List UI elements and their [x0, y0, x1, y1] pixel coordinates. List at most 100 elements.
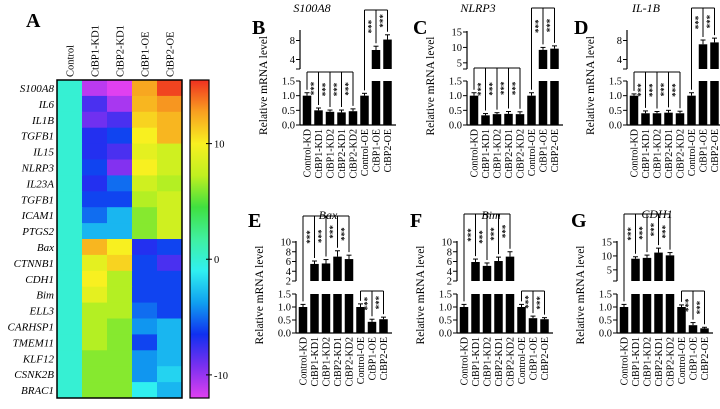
y-tick-label: 15 — [602, 238, 613, 249]
x-tick-label: CtBP2-KD2 — [349, 129, 360, 178]
x-tick-label: CtBP1-OE — [699, 129, 710, 172]
bar-lower — [698, 81, 708, 125]
significance-stars: *** — [363, 296, 373, 310]
significance-stars: *** — [501, 224, 511, 238]
bar — [619, 303, 629, 333]
heatmap-cell — [132, 382, 158, 399]
bar — [356, 303, 365, 333]
bar — [517, 303, 526, 333]
significance-stars: *** — [626, 227, 636, 241]
bar-lower — [325, 111, 335, 125]
heatmap-row-label: IL15 — [32, 147, 54, 159]
y-tick-label: 0.5 — [282, 106, 295, 117]
heatmap-cell — [82, 350, 108, 367]
bar — [459, 303, 469, 333]
y-tick-label: 2 — [447, 277, 452, 288]
y-tick-label: 2 — [286, 277, 291, 288]
x-tick-label: CtBP1-KD1 — [310, 337, 321, 386]
significance-stars: *** — [535, 296, 545, 310]
y-tick-label: 1.0 — [609, 91, 622, 102]
x-tick-label: CtBP1-KD2 — [493, 129, 504, 178]
bar-lower — [631, 294, 640, 333]
bar — [698, 39, 708, 125]
x-tick-label: Control-KD — [303, 129, 314, 177]
bar — [629, 93, 639, 125]
bar-lower — [337, 112, 346, 125]
bar — [383, 34, 392, 125]
bar-lower — [379, 319, 388, 333]
colorbar-tick-label: -10 — [214, 371, 228, 382]
bar-upper — [698, 44, 708, 69]
bar-lower — [540, 319, 549, 333]
x-tick-label: CtBP1-KD2 — [653, 129, 664, 178]
y-tick-label: 0.0 — [439, 329, 452, 340]
heatmap-cell — [82, 80, 108, 97]
heatmap-cell — [82, 127, 108, 145]
bar-upper — [494, 261, 503, 281]
heatmap-cell — [132, 254, 158, 272]
significance-bracket: *** *** *** *** — [623, 213, 671, 302]
x-tick-label: CtBP2-KD2 — [516, 129, 527, 178]
y-tick-label: 10 — [442, 238, 453, 249]
heatmap-cell — [132, 159, 158, 176]
x-tick-label: CtBP1-KD1 — [314, 129, 325, 178]
x-tick-label: Control-KD — [630, 129, 641, 177]
y-tick-label: 1.5 — [439, 290, 452, 301]
x-tick-label: CtBP2-OE — [710, 129, 720, 172]
bar — [664, 109, 673, 125]
bar-upper — [710, 42, 719, 69]
significance-stars: *** — [309, 81, 319, 95]
heatmap-cell — [57, 254, 83, 272]
heatmap-cell — [132, 334, 158, 351]
heatmap-cell — [57, 318, 83, 335]
bar-lower — [538, 81, 548, 125]
heatmap-cell — [132, 207, 158, 224]
heatmap-cell — [107, 223, 133, 240]
significance-bracket: *** *** *** *** — [463, 213, 511, 302]
bar-lower — [333, 294, 342, 333]
heatmap-row-label: IL1B — [31, 115, 54, 127]
bar-lower — [505, 294, 515, 333]
heatmap-column-label: CtBP1-OE — [141, 31, 152, 77]
panel-label: D — [574, 17, 588, 39]
heatmap-cell — [132, 223, 158, 240]
x-tick-label: CtBP1-KD1 — [641, 129, 652, 178]
bar-lower — [367, 321, 377, 333]
significance-stars: *** — [705, 14, 715, 28]
x-tick-label: CtBP1-KD1 — [481, 129, 492, 178]
x-tick-label: Control-OE — [517, 337, 528, 384]
heatmap-cell — [157, 302, 183, 319]
y-tick-label: 1.0 — [282, 91, 295, 102]
significance-stars: *** — [511, 81, 521, 95]
y-tick-label: 0.0 — [599, 329, 612, 340]
y-tick-label: 1.5 — [278, 290, 291, 301]
x-tick-label: Control-OE — [527, 129, 538, 176]
significance-stars: *** — [489, 227, 499, 241]
significance-stars: *** — [367, 19, 377, 33]
heatmap-cell — [107, 350, 133, 367]
bar — [641, 110, 650, 125]
bar-lower — [459, 307, 469, 333]
heatmap-cell — [157, 127, 183, 145]
bar — [314, 107, 323, 125]
panel-label: C — [413, 17, 427, 39]
heatmap-row-label: Bax — [37, 242, 54, 254]
chart-title: Bim — [481, 208, 501, 222]
heatmap-cell — [82, 302, 108, 319]
heatmap-cell — [107, 111, 133, 129]
heatmap-cell — [82, 175, 108, 192]
bar — [469, 92, 479, 125]
x-tick-label: CtBP1-OE — [368, 337, 379, 380]
x-tick-label: CtBP2-OE — [379, 337, 390, 380]
bar-lower — [641, 113, 650, 125]
significance-stars: *** — [694, 15, 704, 29]
heatmap-cell — [107, 318, 133, 335]
bar-upper — [383, 39, 392, 69]
y-tick-label: 15 — [452, 28, 463, 39]
y-tick-label: 0.0 — [609, 121, 622, 132]
bar-upper — [471, 261, 480, 281]
heatmap-panel: A Control CtBP1-KD1 CtBP2-KD1 CtBP1-OE CtBP2-… — [8, 10, 228, 399]
bar-lower — [665, 294, 675, 333]
heatmap-cell — [132, 318, 158, 335]
significance-stars: *** — [317, 229, 327, 243]
